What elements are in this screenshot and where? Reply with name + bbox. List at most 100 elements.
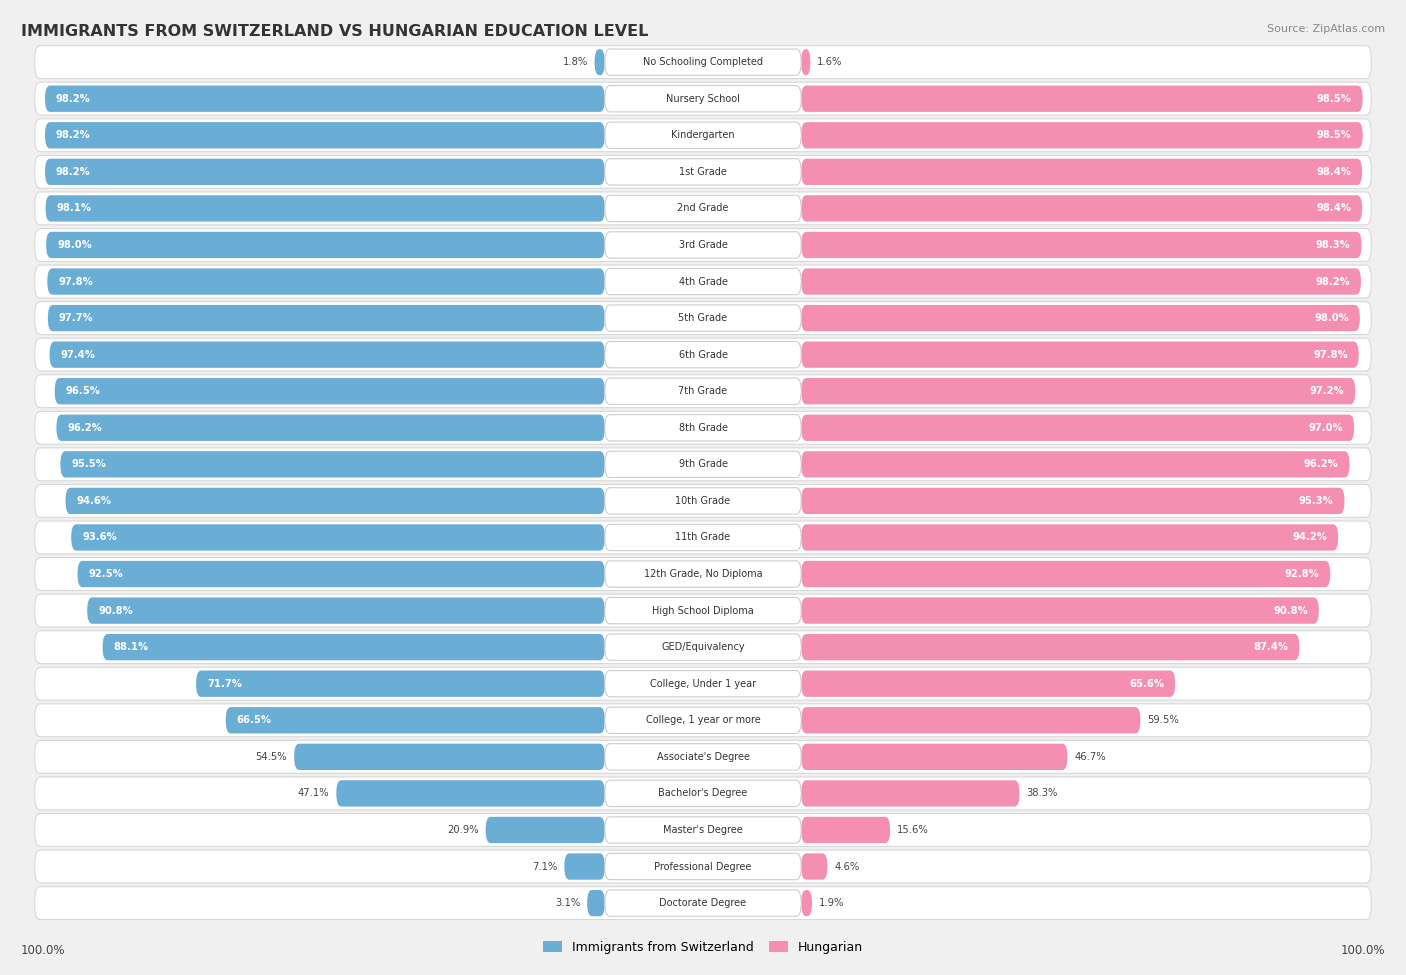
FancyBboxPatch shape — [605, 598, 801, 624]
FancyBboxPatch shape — [801, 451, 1350, 478]
FancyBboxPatch shape — [336, 780, 605, 806]
FancyBboxPatch shape — [294, 744, 605, 770]
FancyBboxPatch shape — [56, 414, 605, 441]
Text: Doctorate Degree: Doctorate Degree — [659, 898, 747, 908]
Text: 3.1%: 3.1% — [555, 898, 581, 908]
Text: 1.9%: 1.9% — [818, 898, 844, 908]
FancyBboxPatch shape — [35, 301, 1371, 334]
Text: College, Under 1 year: College, Under 1 year — [650, 679, 756, 688]
Text: Associate's Degree: Associate's Degree — [657, 752, 749, 761]
FancyBboxPatch shape — [801, 744, 1067, 770]
FancyBboxPatch shape — [801, 232, 1361, 258]
Text: 59.5%: 59.5% — [1147, 716, 1180, 725]
FancyBboxPatch shape — [60, 451, 605, 478]
FancyBboxPatch shape — [48, 305, 605, 332]
FancyBboxPatch shape — [801, 159, 1362, 185]
FancyBboxPatch shape — [588, 890, 605, 916]
Text: College, 1 year or more: College, 1 year or more — [645, 716, 761, 725]
FancyBboxPatch shape — [35, 631, 1371, 664]
Text: 100.0%: 100.0% — [1340, 945, 1385, 957]
FancyBboxPatch shape — [801, 122, 1362, 148]
Text: 97.4%: 97.4% — [60, 350, 96, 360]
FancyBboxPatch shape — [605, 378, 801, 405]
Text: GED/Equivalency: GED/Equivalency — [661, 643, 745, 652]
Text: 7.1%: 7.1% — [531, 862, 558, 872]
Text: 95.3%: 95.3% — [1299, 496, 1333, 506]
FancyBboxPatch shape — [605, 817, 801, 843]
FancyBboxPatch shape — [35, 411, 1371, 445]
Text: 98.4%: 98.4% — [1316, 204, 1351, 214]
FancyBboxPatch shape — [35, 594, 1371, 627]
FancyBboxPatch shape — [35, 521, 1371, 554]
Text: 4th Grade: 4th Grade — [679, 277, 727, 287]
Text: 92.8%: 92.8% — [1285, 569, 1319, 579]
Text: 98.0%: 98.0% — [58, 240, 91, 250]
Text: 1.8%: 1.8% — [562, 58, 588, 67]
FancyBboxPatch shape — [605, 853, 801, 879]
FancyBboxPatch shape — [605, 561, 801, 587]
FancyBboxPatch shape — [801, 853, 827, 879]
FancyBboxPatch shape — [605, 744, 801, 770]
Text: 93.6%: 93.6% — [82, 532, 117, 542]
FancyBboxPatch shape — [35, 338, 1371, 371]
FancyBboxPatch shape — [605, 488, 801, 514]
Text: 98.2%: 98.2% — [56, 167, 90, 176]
FancyBboxPatch shape — [801, 890, 813, 916]
FancyBboxPatch shape — [35, 813, 1371, 846]
Text: 96.5%: 96.5% — [66, 386, 100, 396]
Text: 97.7%: 97.7% — [59, 313, 93, 323]
FancyBboxPatch shape — [35, 82, 1371, 115]
Text: Master's Degree: Master's Degree — [664, 825, 742, 835]
FancyBboxPatch shape — [801, 341, 1358, 368]
Text: No Schooling Completed: No Schooling Completed — [643, 58, 763, 67]
Text: 11th Grade: 11th Grade — [675, 532, 731, 542]
FancyBboxPatch shape — [49, 341, 605, 368]
Text: 98.5%: 98.5% — [1317, 131, 1351, 140]
Text: 66.5%: 66.5% — [236, 716, 271, 725]
FancyBboxPatch shape — [35, 119, 1371, 152]
FancyBboxPatch shape — [55, 378, 605, 405]
Text: 8th Grade: 8th Grade — [679, 423, 727, 433]
FancyBboxPatch shape — [103, 634, 605, 660]
Text: 4.6%: 4.6% — [834, 862, 859, 872]
Text: Kindergarten: Kindergarten — [671, 131, 735, 140]
FancyBboxPatch shape — [35, 155, 1371, 188]
FancyBboxPatch shape — [605, 268, 801, 294]
Text: 47.1%: 47.1% — [298, 789, 329, 799]
Text: 10th Grade: 10th Grade — [675, 496, 731, 506]
FancyBboxPatch shape — [801, 488, 1344, 514]
Text: 88.1%: 88.1% — [114, 643, 149, 652]
FancyBboxPatch shape — [35, 886, 1371, 919]
Text: IMMIGRANTS FROM SWITZERLAND VS HUNGARIAN EDUCATION LEVEL: IMMIGRANTS FROM SWITZERLAND VS HUNGARIAN… — [21, 24, 648, 39]
Text: 65.6%: 65.6% — [1129, 679, 1164, 688]
FancyBboxPatch shape — [801, 671, 1175, 697]
FancyBboxPatch shape — [35, 850, 1371, 883]
Text: 98.5%: 98.5% — [1317, 94, 1351, 103]
FancyBboxPatch shape — [35, 192, 1371, 225]
FancyBboxPatch shape — [605, 780, 801, 806]
FancyBboxPatch shape — [45, 86, 605, 112]
Text: 96.2%: 96.2% — [1303, 459, 1339, 469]
FancyBboxPatch shape — [605, 195, 801, 221]
FancyBboxPatch shape — [77, 561, 605, 587]
FancyBboxPatch shape — [35, 448, 1371, 481]
FancyBboxPatch shape — [801, 414, 1354, 441]
FancyBboxPatch shape — [801, 305, 1360, 332]
FancyBboxPatch shape — [35, 265, 1371, 298]
FancyBboxPatch shape — [605, 634, 801, 660]
FancyBboxPatch shape — [801, 49, 810, 75]
Text: 71.7%: 71.7% — [207, 679, 242, 688]
FancyBboxPatch shape — [801, 817, 890, 843]
Text: 46.7%: 46.7% — [1074, 752, 1107, 761]
Text: 90.8%: 90.8% — [1274, 605, 1308, 615]
Text: 12th Grade, No Diploma: 12th Grade, No Diploma — [644, 569, 762, 579]
FancyBboxPatch shape — [801, 707, 1140, 733]
Text: 1.6%: 1.6% — [817, 58, 842, 67]
Text: 97.8%: 97.8% — [1313, 350, 1348, 360]
FancyBboxPatch shape — [605, 305, 801, 332]
Text: 95.5%: 95.5% — [72, 459, 107, 469]
FancyBboxPatch shape — [801, 598, 1319, 624]
FancyBboxPatch shape — [35, 46, 1371, 79]
Text: 92.5%: 92.5% — [89, 569, 124, 579]
FancyBboxPatch shape — [801, 268, 1361, 294]
